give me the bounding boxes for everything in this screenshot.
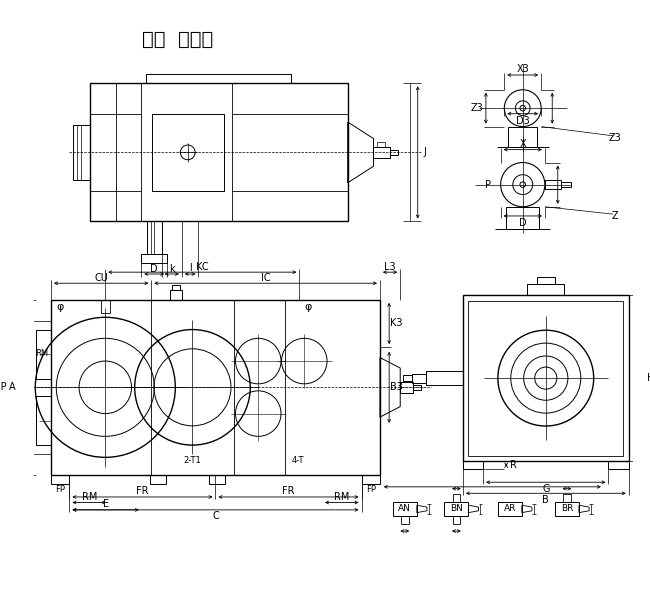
Text: H: H — [647, 373, 650, 383]
Text: KC: KC — [196, 262, 209, 272]
Text: RM: RM — [35, 349, 48, 358]
Text: B: B — [542, 494, 549, 505]
Text: C: C — [212, 511, 219, 521]
Bar — [141, 253, 167, 263]
Text: 4-T: 4-T — [291, 456, 304, 465]
Text: G: G — [542, 484, 549, 494]
Bar — [147, 221, 162, 253]
Bar — [390, 149, 398, 155]
Text: P: P — [485, 180, 491, 190]
Bar — [498, 502, 522, 516]
Text: RM: RM — [81, 492, 97, 502]
Text: RM: RM — [334, 492, 350, 502]
Bar — [374, 147, 390, 158]
Text: L3: L3 — [384, 262, 396, 272]
Bar — [469, 300, 623, 456]
Bar — [36, 396, 51, 445]
Text: φ: φ — [304, 302, 311, 312]
Bar — [146, 74, 291, 83]
Bar — [527, 284, 564, 295]
Text: BR: BR — [561, 505, 573, 513]
Text: X3: X3 — [516, 64, 529, 74]
Bar — [403, 375, 412, 381]
Text: FR: FR — [136, 487, 149, 496]
Text: Z3: Z3 — [471, 103, 483, 113]
Bar — [401, 516, 408, 524]
Bar — [412, 374, 426, 383]
Bar — [545, 180, 562, 189]
Bar — [426, 371, 463, 386]
Text: 2-T1: 2-T1 — [183, 456, 202, 465]
Bar — [150, 475, 166, 484]
Bar — [555, 502, 579, 516]
Text: k: k — [169, 264, 175, 274]
Bar — [453, 516, 460, 524]
Bar — [508, 127, 538, 147]
Bar — [506, 206, 540, 229]
Bar — [151, 114, 224, 191]
Text: FP: FP — [366, 485, 376, 494]
Bar — [608, 461, 629, 469]
Bar — [564, 494, 571, 502]
Text: Z3: Z3 — [608, 133, 621, 143]
Text: DP: DP — [0, 383, 6, 392]
Bar — [562, 182, 571, 187]
Text: AR: AR — [504, 505, 516, 513]
Bar — [413, 384, 421, 390]
Text: FR: FR — [282, 487, 294, 496]
Bar — [209, 475, 226, 484]
Bar — [463, 295, 629, 461]
Bar — [453, 494, 460, 502]
Text: A: A — [9, 383, 16, 392]
Bar — [536, 277, 555, 284]
Bar — [393, 502, 417, 516]
Text: 三段  直交轴: 三段 直交轴 — [142, 30, 213, 49]
Bar — [101, 300, 110, 313]
Text: K3: K3 — [390, 318, 403, 328]
Text: X: X — [519, 139, 526, 149]
Text: B3: B3 — [390, 383, 403, 392]
Bar — [170, 290, 183, 300]
Text: FP: FP — [55, 485, 65, 494]
Bar — [36, 330, 51, 378]
Text: D: D — [519, 218, 526, 228]
Bar — [73, 125, 90, 180]
Text: l: l — [188, 264, 192, 274]
Text: CU: CU — [94, 273, 108, 283]
Bar — [445, 502, 469, 516]
Bar — [172, 285, 179, 290]
Bar — [400, 382, 413, 393]
Text: BN: BN — [450, 505, 463, 513]
Text: D: D — [150, 264, 158, 274]
Bar — [51, 300, 380, 475]
Bar — [377, 142, 385, 147]
Bar — [463, 461, 483, 469]
Text: φ: φ — [57, 302, 64, 312]
Text: Z: Z — [612, 211, 618, 221]
Text: D3: D3 — [516, 116, 530, 126]
Text: R: R — [510, 460, 517, 470]
Text: IC: IC — [261, 273, 270, 283]
Bar — [361, 475, 380, 484]
Text: AN: AN — [398, 505, 411, 513]
Text: E: E — [103, 499, 109, 509]
Bar — [51, 475, 70, 484]
Bar — [90, 83, 348, 221]
Text: J: J — [424, 148, 426, 158]
